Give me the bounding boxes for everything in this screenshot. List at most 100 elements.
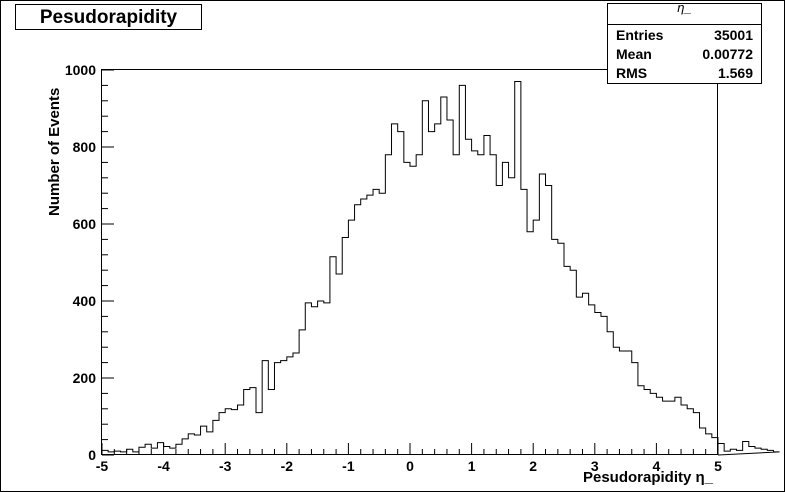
histogram-bin <box>459 85 465 455</box>
histogram-bin <box>416 155 422 455</box>
histogram-bin <box>324 303 330 455</box>
histogram-bin <box>422 101 428 455</box>
y-tick-label: 800 <box>73 139 97 155</box>
histogram-bin <box>656 397 662 455</box>
histogram-bin <box>546 186 552 456</box>
histogram-bin <box>151 448 157 455</box>
histogram-bin <box>157 443 163 455</box>
histogram-bin <box>496 186 502 456</box>
histogram-bin <box>231 410 237 455</box>
x-tick-label: 1 <box>468 458 476 474</box>
histogram-bin <box>274 363 280 455</box>
histogram-bin <box>182 439 188 455</box>
histogram-bin <box>213 420 219 455</box>
histogram-bin <box>681 405 687 455</box>
histogram-bin <box>638 386 644 455</box>
histogram-bin <box>700 428 706 455</box>
histogram-bin <box>478 155 484 455</box>
x-axis-title: Pesudorapidity η_ <box>583 469 714 486</box>
histogram-bin <box>527 232 533 455</box>
histogram-bin <box>318 301 324 455</box>
histogram-bin <box>502 162 508 455</box>
y-tick-label: 400 <box>73 293 97 309</box>
histogram-bin <box>435 124 441 455</box>
plot-frame <box>101 69 718 455</box>
stats-value: 35001 <box>714 27 753 43</box>
histogram-bin <box>601 316 607 455</box>
histogram-bin <box>693 413 699 455</box>
histogram-bin <box>176 444 182 455</box>
stats-row-rms: RMS 1.569 <box>616 65 753 85</box>
histogram-bin <box>509 178 515 455</box>
x-tick-label: -3 <box>219 458 232 474</box>
histogram-bin <box>256 413 262 455</box>
histogram-bin <box>644 390 650 455</box>
histogram-bin <box>379 193 385 455</box>
histogram-bin <box>367 195 373 455</box>
histogram-bin <box>570 270 576 455</box>
stats-box: η_ Entries 35001 Mean 0.00772 RMS 1.569 <box>607 0 762 85</box>
stats-label: Entries <box>616 27 664 43</box>
stats-separator <box>608 24 761 25</box>
histogram-bin <box>589 305 595 455</box>
histogram-bin <box>650 393 656 455</box>
histogram-bin <box>687 409 693 455</box>
histogram-bin <box>669 401 675 455</box>
histogram-bin <box>595 313 601 455</box>
stats-value: 1.569 <box>717 65 753 81</box>
histogram-bin <box>441 97 447 455</box>
histogram-bin <box>755 448 761 455</box>
histogram-bin <box>576 297 582 455</box>
histogram-outline <box>101 81 780 456</box>
y-axis: 0 200 400 600 800 1000 <box>65 62 114 463</box>
stats-row-entries: Entries 35001 <box>616 27 753 47</box>
histogram-bin <box>139 447 145 455</box>
histogram-bin <box>305 303 311 455</box>
histogram-bin <box>632 363 638 455</box>
x-tick-label: -2 <box>281 458 294 474</box>
histogram-bin <box>207 432 213 455</box>
histogram-bins <box>101 81 780 456</box>
histogram-bin <box>268 390 274 455</box>
histogram-bin <box>428 132 434 455</box>
histogram-bin <box>404 162 410 455</box>
stats-label: RMS <box>616 65 648 81</box>
histogram-bin <box>188 434 194 455</box>
x-axis: -5 -4 -3 -2 -1 0 1 2 3 4 5 <box>96 443 722 474</box>
chart-title-box: Pesudorapidity <box>15 4 202 30</box>
histogram-bin <box>558 243 564 455</box>
histogram-bin <box>373 189 379 455</box>
histogram-bin <box>447 120 453 455</box>
histogram-bin <box>619 351 625 455</box>
y-tick-label: 600 <box>73 216 97 232</box>
x-tick-label: 2 <box>529 458 537 474</box>
histogram-bin <box>238 405 244 455</box>
x-tick-label: -5 <box>96 458 109 474</box>
histogram-bin <box>336 274 342 455</box>
histogram-bin <box>342 237 348 455</box>
histogram-bin <box>293 353 299 455</box>
histogram-bin <box>743 442 749 455</box>
histogram-bin <box>663 401 669 455</box>
y-tick-label: 200 <box>73 370 97 386</box>
histogram-bin <box>361 199 367 455</box>
histogram-bin <box>392 124 398 455</box>
x-tick-label: 0 <box>406 458 414 474</box>
histogram-bin <box>164 447 170 455</box>
y-axis-title: Number of Events <box>46 88 63 216</box>
histogram-bin <box>281 361 287 455</box>
x-tick-label: -4 <box>157 458 170 474</box>
stats-histogram-name: η_ <box>677 0 692 15</box>
x-tick-label: 4 <box>653 458 661 474</box>
histogram-bin <box>385 155 391 455</box>
histogram-bin <box>521 189 527 455</box>
histogram-bin <box>718 443 724 455</box>
histogram-bin <box>410 166 416 455</box>
stats-label: Mean <box>616 46 652 62</box>
histogram-bin <box>398 132 404 455</box>
histogram-bin <box>607 332 613 455</box>
histogram-bin <box>539 174 545 455</box>
histogram-bin <box>484 135 490 455</box>
histogram-bin <box>355 205 361 455</box>
